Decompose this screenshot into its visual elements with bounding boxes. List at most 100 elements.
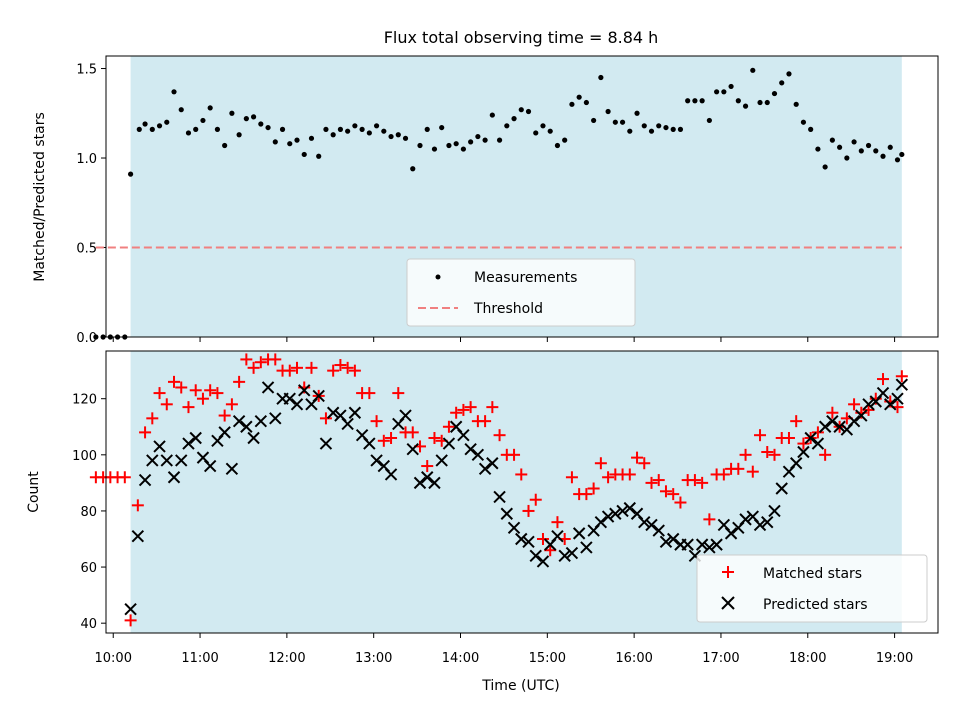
ratio-panel: Flux total observing time = 8.84 h 0.00.… (32, 28, 939, 346)
matched-star-marker (153, 387, 166, 400)
measurement-point (156, 123, 163, 129)
predicted-star-marker (283, 392, 296, 405)
matched-star-marker (442, 420, 455, 433)
measurement-point (837, 144, 843, 150)
matched-star-marker (457, 403, 470, 416)
matched-star-marker (211, 387, 224, 400)
measurement-point (605, 108, 611, 115)
measurement-point (337, 126, 344, 132)
matched-star-marker (508, 448, 521, 461)
measurement-point (793, 101, 799, 107)
measurement-point (663, 124, 669, 131)
measurement-point (301, 151, 307, 158)
measurement-point (670, 126, 676, 132)
predicted-star-marker (695, 538, 709, 551)
matched-star-marker (717, 468, 730, 481)
measurement-point (656, 123, 662, 129)
matched-star-marker (790, 415, 803, 428)
predicted-star-marker (399, 409, 412, 422)
predicted-star-marker (290, 398, 304, 411)
y-tick-label: 0.5 (76, 242, 97, 257)
matched-star-marker (348, 364, 361, 377)
matched-star-marker (522, 504, 535, 517)
matched-star-marker (529, 493, 542, 506)
measurement-point (525, 108, 532, 115)
x-tick-label: 15:00 (529, 651, 566, 666)
measurement-point (207, 105, 213, 111)
measurement-point (136, 126, 142, 132)
predicted-star-marker (348, 406, 362, 419)
predicted-star-marker (580, 541, 593, 554)
predicted-star-marker (855, 409, 868, 422)
ratio-y-ticks: 0.0 0.5 1.0 1.5 (76, 63, 106, 346)
measurement-point (496, 137, 503, 143)
matched-star-marker (124, 614, 137, 627)
matched-star-marker (688, 474, 701, 487)
y-tick-label: 40 (80, 617, 97, 632)
measurement-point (200, 117, 206, 124)
matched-star-marker (450, 406, 463, 419)
measurement-point (381, 128, 387, 134)
measurement-point (222, 142, 228, 149)
predicted-star-marker (298, 384, 311, 397)
predicted-star-marker (876, 386, 890, 400)
matched-star-marker (696, 476, 709, 489)
matched-star-marker (768, 448, 781, 461)
measurement-point (142, 121, 148, 127)
predicted-star-marker (652, 524, 665, 537)
predicted-star-marker (507, 521, 521, 534)
predicted-star-marker (594, 515, 608, 529)
predicted-star-marker (341, 417, 354, 431)
matched-star-marker (493, 429, 506, 442)
predicted-star-marker (124, 602, 137, 616)
count-axes-frame (105, 350, 939, 634)
matched-star-marker (392, 387, 405, 400)
predicted-star-marker (572, 527, 586, 540)
predicted-star-marker (442, 437, 456, 450)
measurement-point (489, 112, 495, 118)
matched-star-marker (797, 437, 810, 450)
predicted-star-marker (370, 454, 383, 467)
x-tick-label: 16:00 (615, 651, 652, 666)
matched-star-marker (131, 499, 144, 512)
predicted-star-marker (384, 468, 398, 481)
predicted-star-marker (753, 518, 767, 532)
measurement-point (236, 132, 242, 138)
matched-star-marker (196, 392, 209, 405)
measurement-point (287, 141, 293, 147)
predicted-star-marker (515, 532, 528, 546)
measurement-point (294, 137, 300, 143)
y-tick-label: 80 (80, 505, 97, 520)
predicted-star-marker (269, 412, 282, 425)
matched-star-marker (363, 387, 376, 400)
measurement-point (482, 137, 488, 143)
measurement-point (786, 71, 792, 77)
predicted-star-marker (464, 443, 477, 456)
measurement-point (265, 124, 271, 131)
measurement-point (258, 121, 264, 127)
matched-star-marker (377, 434, 390, 447)
matched-star-marker (667, 488, 680, 501)
matched-star-marker (819, 448, 832, 461)
matched-star-marker (761, 446, 774, 459)
measurement-point (511, 116, 517, 122)
measurement-point (880, 153, 886, 159)
predicted-star-marker (153, 440, 166, 453)
predicted-star-marker (471, 448, 485, 462)
measurement-point (178, 107, 184, 113)
predicted-star-marker (182, 437, 195, 450)
matched-star-marker (515, 468, 528, 481)
predicted-star-marker (601, 510, 615, 523)
matched-star-marker (168, 375, 181, 388)
measurement-point (185, 130, 192, 136)
matched-star-marker (486, 401, 499, 414)
matched-star-marker (862, 403, 875, 416)
matched-star-marker (703, 513, 716, 526)
measurement-point (627, 128, 633, 134)
matched-star-marker (732, 462, 745, 475)
predicted-star-marker (247, 431, 260, 445)
matched-star-marker (645, 476, 658, 489)
predicted-star-marker (138, 473, 152, 487)
matched-star-marker (638, 457, 651, 470)
predicted-star-marker (312, 389, 325, 403)
